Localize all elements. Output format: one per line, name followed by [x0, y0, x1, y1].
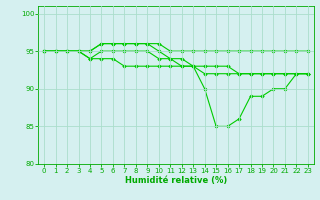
X-axis label: Humidité relative (%): Humidité relative (%) — [125, 176, 227, 185]
